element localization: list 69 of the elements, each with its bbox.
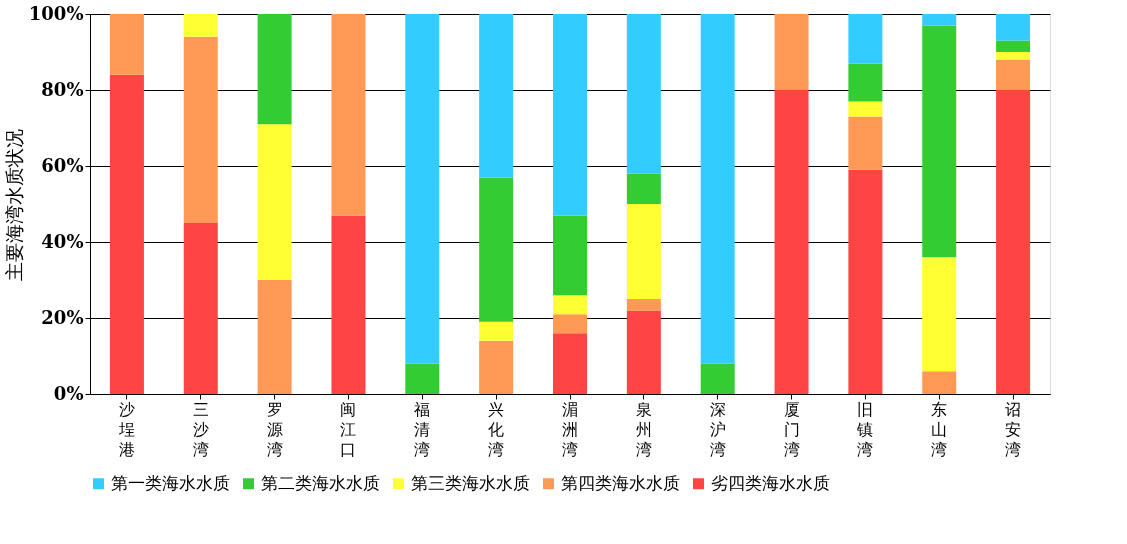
bar [848,101,883,117]
x-tick-label: 深沪湾 [709,399,726,459]
x-tick-label: 厦门湾 [783,399,800,459]
bar [996,40,1031,52]
bar [996,14,1031,41]
x-tick-label: 泉州湾 [635,399,652,459]
bar [257,124,292,280]
bar [626,173,661,204]
bar [553,314,587,334]
bar [848,169,883,394]
x-tick-label: 三沙湾 [192,399,209,459]
bar [700,14,735,364]
bar [553,295,587,315]
bar [922,14,957,26]
x-tick-label: 兴化湾 [488,399,505,459]
bar [109,74,144,394]
bar [405,363,440,394]
legend-label: 第四类海水水质 [561,472,680,493]
bar [848,63,883,102]
bar [848,14,883,64]
y-tick-label: 80% [41,78,84,100]
bar [626,204,661,299]
bar [183,223,218,394]
bar [183,36,218,223]
bar [848,116,883,170]
x-tick-label: 沙埕港 [117,399,135,459]
legend-label: 第一类海水水质 [111,472,230,493]
x-tick-label: 诏安湾 [1005,399,1022,459]
bar [257,280,292,394]
bar [626,310,661,394]
bar [626,14,661,174]
x-tick-label: 东山湾 [931,399,948,459]
bar [996,52,1031,60]
bar [257,14,292,125]
bar [479,321,514,341]
bar [109,14,144,75]
bar [626,299,661,311]
bar [774,14,809,90]
bar [922,257,957,372]
bar [553,333,587,394]
legend-label: 第二类海水水质 [261,472,380,493]
y-tick-label: 60% [41,154,84,176]
bar [331,14,366,216]
legend-label: 第三类海水水质 [411,472,530,493]
bar [922,25,957,258]
bar [479,177,514,322]
x-tick-label: 闽江口 [340,399,357,459]
bar [553,215,587,296]
x-tick-label: 旧镇湾 [856,399,874,459]
y-tick-label: 0% [53,382,84,404]
bar [996,59,1031,90]
bar [996,90,1031,394]
bar [479,340,514,394]
bar [479,14,514,178]
legend-label: 劣四类海水水质 [711,472,830,493]
y-tick-label: 20% [41,306,84,328]
y-axis-title: 主要海湾水质状况 [2,128,25,281]
bar [700,363,735,394]
bar [553,14,587,216]
x-tick-label: 罗源湾 [266,399,283,459]
bar [922,371,957,394]
y-tick-label: 40% [41,230,84,252]
bar [183,14,218,37]
x-tick-label: 湄洲湾 [562,399,578,459]
x-tick-label: 福清湾 [414,399,431,459]
bar [405,14,440,364]
y-tick-label: 100% [28,2,84,24]
bar [331,215,366,394]
bar [774,90,809,394]
